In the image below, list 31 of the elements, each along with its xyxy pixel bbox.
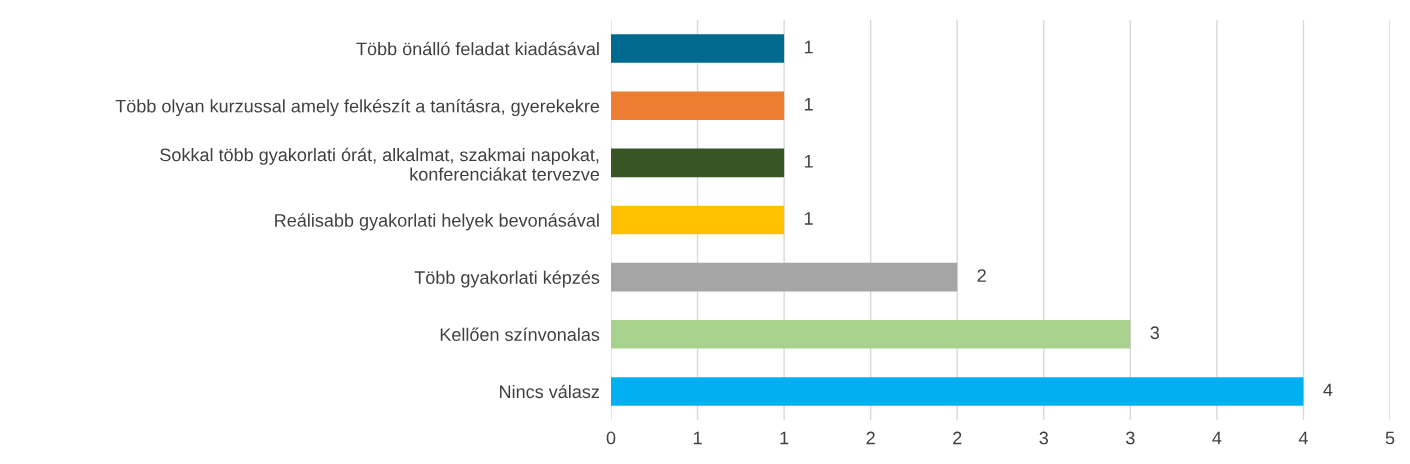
bar: [611, 262, 958, 292]
y-tick-label: Sokkal több gyakorlati órát, alkalmat, szakmai napokat, konferenciákat tervezve: [160, 147, 600, 181]
y-tick-label: Reálisabb gyakorlati helyek bevonásával: [275, 213, 599, 231]
x-tick-label: 4: [1298, 431, 1308, 445]
y-tick-label: Nincs válasz: [500, 384, 599, 399]
bar: [611, 205, 785, 235]
data-label: 1: [804, 155, 813, 168]
x-tick-label: 0: [606, 431, 616, 445]
x-tick-label: 1: [780, 431, 789, 445]
bar: [611, 148, 785, 178]
x-tick-label: 2: [953, 431, 962, 445]
y-tick-label: Több olyan kurzussal amely felkészít a tanításra, gyerekekre: [115, 99, 600, 117]
bar: [611, 377, 1304, 406]
data-label: 1: [804, 97, 813, 111]
y-tick-label: Több önálló feladat kiadásával: [356, 41, 599, 56]
data-label: 1: [804, 212, 813, 225]
x-tick-label: 4: [1212, 431, 1222, 445]
y-tick-label: Több gyakorlati képzés: [414, 270, 600, 288]
bar: [611, 91, 785, 120]
y-tick-label: Kellően színvonalas: [440, 327, 600, 342]
bar: [611, 320, 1131, 349]
x-tick-label: 1: [693, 431, 702, 445]
x-tick-label: 5: [1385, 431, 1395, 445]
bar: [611, 34, 785, 63]
x-tick-label: 2: [866, 431, 875, 445]
data-label: 4: [1323, 383, 1333, 397]
data-label: 1: [804, 40, 813, 54]
data-label: 3: [1150, 326, 1160, 340]
x-tick-label: 3: [1039, 431, 1049, 445]
data-label: 2: [977, 269, 986, 282]
x-tick-label: 3: [1126, 431, 1135, 445]
